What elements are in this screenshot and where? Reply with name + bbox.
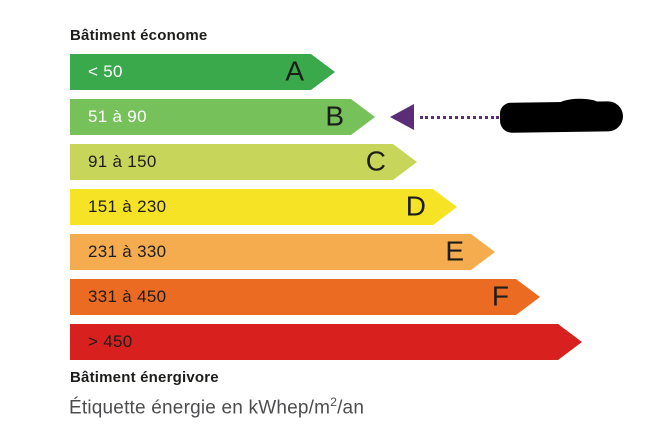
band-d-letter: D <box>405 190 426 222</box>
band-d-range-label: 151 à 230 <box>88 197 167 216</box>
band-a-range-label: < 50 <box>88 62 123 81</box>
energy-band-c: 91 à 150 C <box>70 144 417 180</box>
band-f-letter: F <box>491 280 509 312</box>
band-a-letter: A <box>285 55 304 87</box>
energy-band-d: 151 à 230 D <box>70 189 457 225</box>
band-f-range-label: 331 à 450 <box>88 287 167 306</box>
caption-text-after: /an <box>337 397 365 419</box>
energy-band-b: 51 à 90 B <box>70 99 375 135</box>
band-c-letter: C <box>365 145 386 177</box>
band-c-range-label: 91 à 150 <box>88 152 157 171</box>
pointer-triangle-icon <box>390 104 414 130</box>
pointer-dotted-line <box>420 116 499 119</box>
energy-band-e: 231 à 330 E <box>70 234 495 270</box>
caption-superscript: 2 <box>330 395 338 409</box>
band-e-range-label: 231 à 330 <box>88 242 167 261</box>
caption-text-before: Étiquette énergie en kWhep/m <box>69 397 331 419</box>
chart-caption: Étiquette énergie en kWhep/m2/an <box>69 395 364 419</box>
band-b-range-label: 51 à 90 <box>88 107 147 126</box>
redaction-blob <box>499 101 624 133</box>
energy-band-f: 331 à 450 F <box>70 279 540 315</box>
energy-intensive-building-label: Bâtiment énergivore <box>70 369 219 386</box>
band-g-range-label: > 450 <box>88 332 133 351</box>
band-b-letter: B <box>325 100 344 132</box>
economical-building-label: Bâtiment économe <box>70 27 208 44</box>
energy-band-g: > 450 <box>70 324 582 360</box>
band-e-letter: E <box>445 235 464 267</box>
energy-band-a: < 50 A <box>70 54 335 90</box>
